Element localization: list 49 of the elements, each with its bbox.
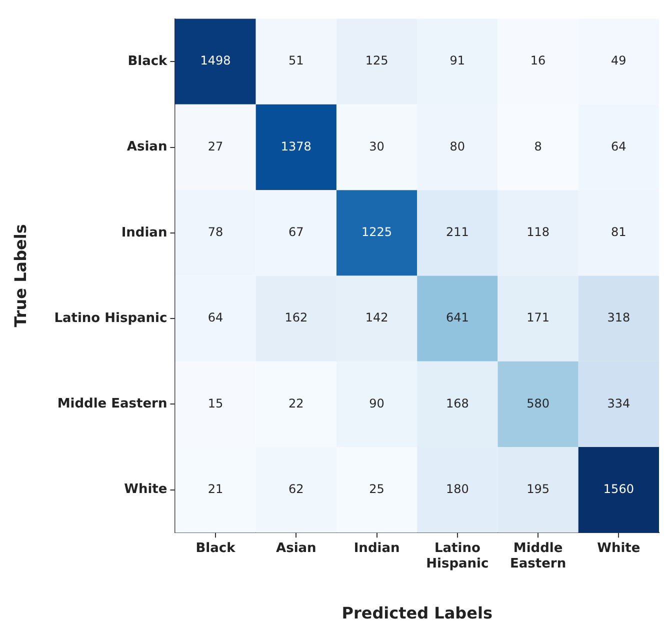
data-label: 64 bbox=[208, 310, 224, 325]
data-label: 180 bbox=[446, 482, 469, 496]
data-label: 15 bbox=[208, 396, 224, 410]
data-label: 91 bbox=[450, 54, 466, 68]
x-tick-label: Black bbox=[196, 540, 236, 556]
x-tick-label: White bbox=[597, 540, 640, 556]
data-label: 142 bbox=[365, 310, 388, 325]
x-axis-title: Predicted Labels bbox=[342, 604, 492, 623]
y-tick-label: Indian bbox=[121, 225, 168, 240]
data-label: 1378 bbox=[280, 139, 312, 154]
data-label: 22 bbox=[288, 396, 304, 410]
data-label: 30 bbox=[369, 139, 384, 154]
y-tick-label: Latino Hispanic bbox=[54, 310, 168, 326]
data-label: 78 bbox=[208, 225, 224, 240]
data-label: 580 bbox=[526, 396, 550, 410]
data-label: 90 bbox=[369, 396, 384, 410]
y-tick-label: Black bbox=[128, 54, 168, 69]
data-label: 80 bbox=[450, 139, 466, 154]
data-label: 318 bbox=[607, 310, 630, 325]
data-label: 25 bbox=[369, 482, 384, 496]
data-label: 62 bbox=[288, 482, 304, 496]
data-label: 16 bbox=[530, 54, 546, 68]
data-label: 8 bbox=[534, 139, 542, 154]
x-tick-label: Middle Eastern bbox=[510, 540, 566, 572]
data-label: 125 bbox=[365, 54, 388, 68]
data-label: 162 bbox=[284, 310, 308, 325]
x-tick-label: Indian bbox=[354, 540, 400, 556]
y-tick-label: Middle Eastern bbox=[57, 396, 168, 412]
data-label: 67 bbox=[288, 225, 304, 240]
data-label: 64 bbox=[611, 139, 626, 154]
data-label: 81 bbox=[611, 225, 626, 240]
data-label: 51 bbox=[288, 54, 304, 68]
data-label: 171 bbox=[526, 310, 550, 325]
data-label: 195 bbox=[526, 482, 550, 496]
y-tick-label: Asian bbox=[126, 140, 168, 155]
data-label: 27 bbox=[208, 139, 224, 154]
data-label: 211 bbox=[446, 225, 469, 240]
y-tick-label: White bbox=[124, 482, 168, 498]
data-label: 118 bbox=[526, 225, 550, 240]
data-label: 641 bbox=[446, 310, 469, 325]
data-label: 21 bbox=[208, 482, 224, 496]
x-tick-label: Latino Hispanic bbox=[426, 540, 489, 572]
data-label: 334 bbox=[607, 396, 630, 410]
data-label: 168 bbox=[446, 396, 469, 410]
y-axis-title: True Labels bbox=[10, 224, 30, 328]
data-label: 1225 bbox=[362, 225, 392, 240]
x-tick-label: Asian bbox=[276, 540, 316, 556]
data-label: 49 bbox=[611, 54, 626, 68]
data-label: 1498 bbox=[200, 54, 231, 68]
